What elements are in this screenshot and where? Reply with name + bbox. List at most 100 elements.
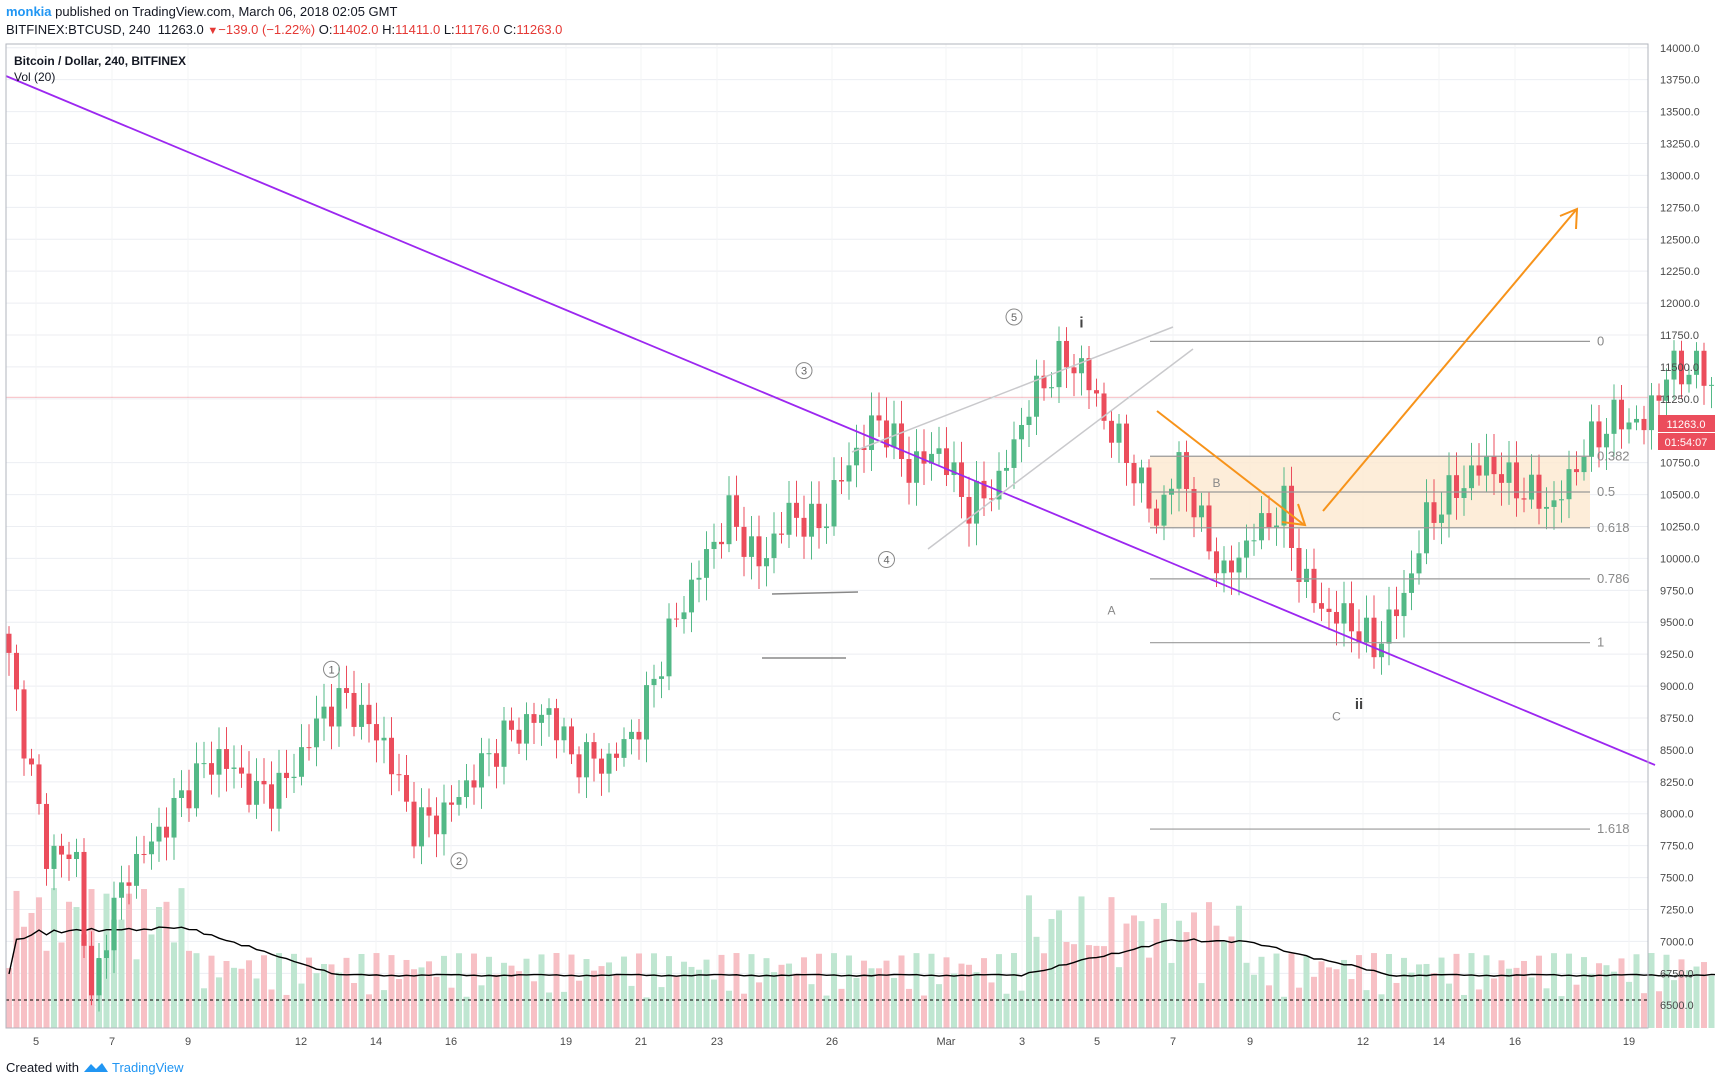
volume-bar (493, 974, 500, 1028)
volume-bar (43, 950, 50, 1028)
volume-bar (1333, 969, 1340, 1028)
candle-body (1664, 379, 1669, 401)
volume-bar (343, 957, 350, 1028)
candle-body (494, 753, 499, 767)
volume-bar (1566, 953, 1572, 1028)
volume-bar (1453, 953, 1460, 1028)
candle-body (374, 724, 379, 741)
price-axis: 14000.0 13750.0 13500.0 13250.0 13000.0 12750… (1660, 43, 1700, 1012)
volume-bar (1146, 957, 1152, 1028)
volume-bar (1056, 910, 1062, 1028)
footer-created: Created with (6, 1060, 79, 1075)
legend-title: Bitcoin / Dollar, 240, BITFINEX (14, 54, 186, 68)
candle-body (179, 790, 184, 798)
volume-bar (276, 953, 282, 1028)
projection-up-head (1559, 207, 1579, 230)
candle-body (516, 729, 522, 744)
volume-ma-line (6, 926, 1715, 1001)
y-tick-label: 11500.0 (1660, 362, 1699, 374)
volume-bar (831, 953, 837, 1028)
candle-body (6, 633, 12, 653)
volume-bar (958, 963, 965, 1028)
candle-body (1296, 547, 1302, 582)
volume-bar (1033, 936, 1040, 1028)
candle-body (366, 704, 372, 725)
volume-bar (591, 970, 597, 1028)
candle-body (1349, 603, 1354, 632)
candle-body (351, 692, 357, 727)
x-tick-label: 19 (1623, 1036, 1635, 1048)
badge-countdown: 01:54:07 (1665, 437, 1708, 449)
volume-bar (396, 979, 402, 1028)
candle-body (111, 897, 117, 951)
candle-body (1214, 551, 1219, 574)
fib-label: 0 (1597, 333, 1604, 348)
y-tick-label: 8250.0 (1660, 777, 1694, 789)
volume-bar (463, 996, 470, 1028)
volume-bar (1438, 957, 1445, 1028)
candle-body (824, 526, 829, 529)
candle-body (1529, 474, 1534, 500)
x-tick-label: 19 (560, 1036, 572, 1048)
candle-body (1341, 603, 1347, 624)
candle-body (959, 462, 964, 497)
wave-circle (1005, 308, 1023, 326)
candle-body (606, 753, 612, 774)
volume-bar (741, 993, 747, 1028)
footer-brand[interactable]: TradingView (112, 1060, 184, 1075)
candle-body (426, 807, 432, 816)
candle-body (81, 851, 87, 946)
y-tick-label: 9750.0 (1660, 585, 1694, 597)
candle-body (1304, 568, 1309, 582)
wave-label: 3 (801, 366, 807, 378)
candle-body (719, 541, 724, 545)
candle-body (1094, 390, 1099, 394)
time-axis: 5 7 9 12 14 16 19 21 23 26 Mar 3 5 7 9 12 14 16 19 (33, 1036, 1635, 1048)
x-tick-label: 23 (711, 1036, 723, 1048)
candle-body (854, 447, 859, 466)
candle-body (696, 577, 702, 580)
volume-bar (1131, 915, 1137, 1028)
candle-body (771, 533, 777, 559)
volume-bar (313, 973, 320, 1028)
candle-body (1649, 395, 1654, 431)
candle-body (276, 772, 282, 809)
volume-bar (1168, 962, 1175, 1028)
candle-body (1184, 452, 1189, 489)
candle-body (531, 714, 537, 723)
candle-body (546, 708, 552, 715)
author-link[interactable]: monkia (6, 4, 52, 19)
volume-bar (1686, 970, 1692, 1028)
candle-body (134, 853, 139, 886)
candle-body (509, 720, 514, 730)
volume-bar (546, 992, 552, 1028)
volume-bar (148, 934, 155, 1028)
candle-body (89, 945, 94, 996)
candle-body (1686, 374, 1692, 385)
candle-body (1019, 424, 1024, 440)
candle-body (471, 780, 477, 788)
candle-body (936, 448, 942, 454)
y-tick-label: 8500.0 (1660, 745, 1694, 757)
x-tick-label: 5 (33, 1036, 39, 1048)
volume-bar (1026, 895, 1032, 1028)
candle-body (689, 579, 694, 613)
volume-bar (576, 980, 582, 1028)
wedge-lower (927, 348, 1194, 550)
candle-body (1131, 462, 1137, 484)
candle-body (1281, 485, 1287, 526)
candle-body (1416, 553, 1422, 574)
wave-label: i (1079, 314, 1083, 331)
candle-body (216, 749, 222, 775)
candle-body (1671, 350, 1677, 380)
wave-label: ii (1355, 696, 1363, 713)
volume-bar (486, 956, 492, 1028)
wave-label: B (1212, 476, 1220, 490)
candle-body (591, 742, 597, 759)
volume-bar (1656, 991, 1662, 1028)
candle-body (1559, 499, 1564, 501)
candle-body (1056, 340, 1062, 388)
volume-bar (643, 997, 650, 1028)
candle-body (1506, 462, 1512, 483)
